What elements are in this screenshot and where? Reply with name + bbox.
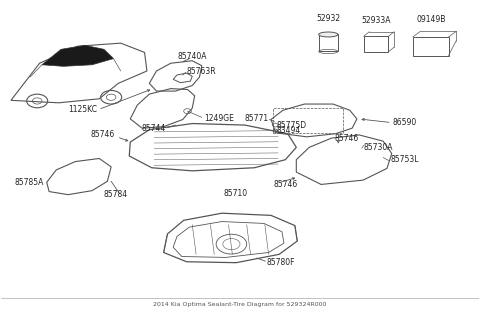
Text: 09149B: 09149B xyxy=(416,15,445,24)
Bar xyxy=(274,108,343,133)
Text: 85746: 85746 xyxy=(335,134,359,143)
Text: 2014 Kia Optima Sealant-Tire Diagram for 529324R000: 2014 Kia Optima Sealant-Tire Diagram for… xyxy=(153,302,327,307)
Text: 83494: 83494 xyxy=(276,126,300,135)
Bar xyxy=(413,37,448,56)
Text: 85710: 85710 xyxy=(223,189,247,197)
Text: 85730A: 85730A xyxy=(363,143,393,152)
Text: 86590: 86590 xyxy=(393,118,417,127)
Text: 85785A: 85785A xyxy=(15,178,44,187)
Text: 85744: 85744 xyxy=(142,124,166,133)
Text: 85771: 85771 xyxy=(244,115,269,123)
Polygon shape xyxy=(42,45,114,66)
Ellipse shape xyxy=(319,32,338,37)
Text: 85746: 85746 xyxy=(91,130,115,139)
Text: 1249GE: 1249GE xyxy=(204,114,234,123)
Bar xyxy=(364,36,388,52)
Text: 52933A: 52933A xyxy=(361,16,391,25)
Text: 85740A: 85740A xyxy=(178,52,207,61)
Text: 85753L: 85753L xyxy=(390,155,419,164)
Text: 85746: 85746 xyxy=(274,180,298,189)
Text: 85780F: 85780F xyxy=(266,258,295,267)
Text: 52932: 52932 xyxy=(316,14,340,23)
Bar xyxy=(319,34,338,51)
Text: 85775D: 85775D xyxy=(276,120,306,129)
Text: 1125KC: 1125KC xyxy=(68,105,97,114)
Text: 85784: 85784 xyxy=(104,190,128,199)
Text: 85763R: 85763R xyxy=(187,67,216,76)
